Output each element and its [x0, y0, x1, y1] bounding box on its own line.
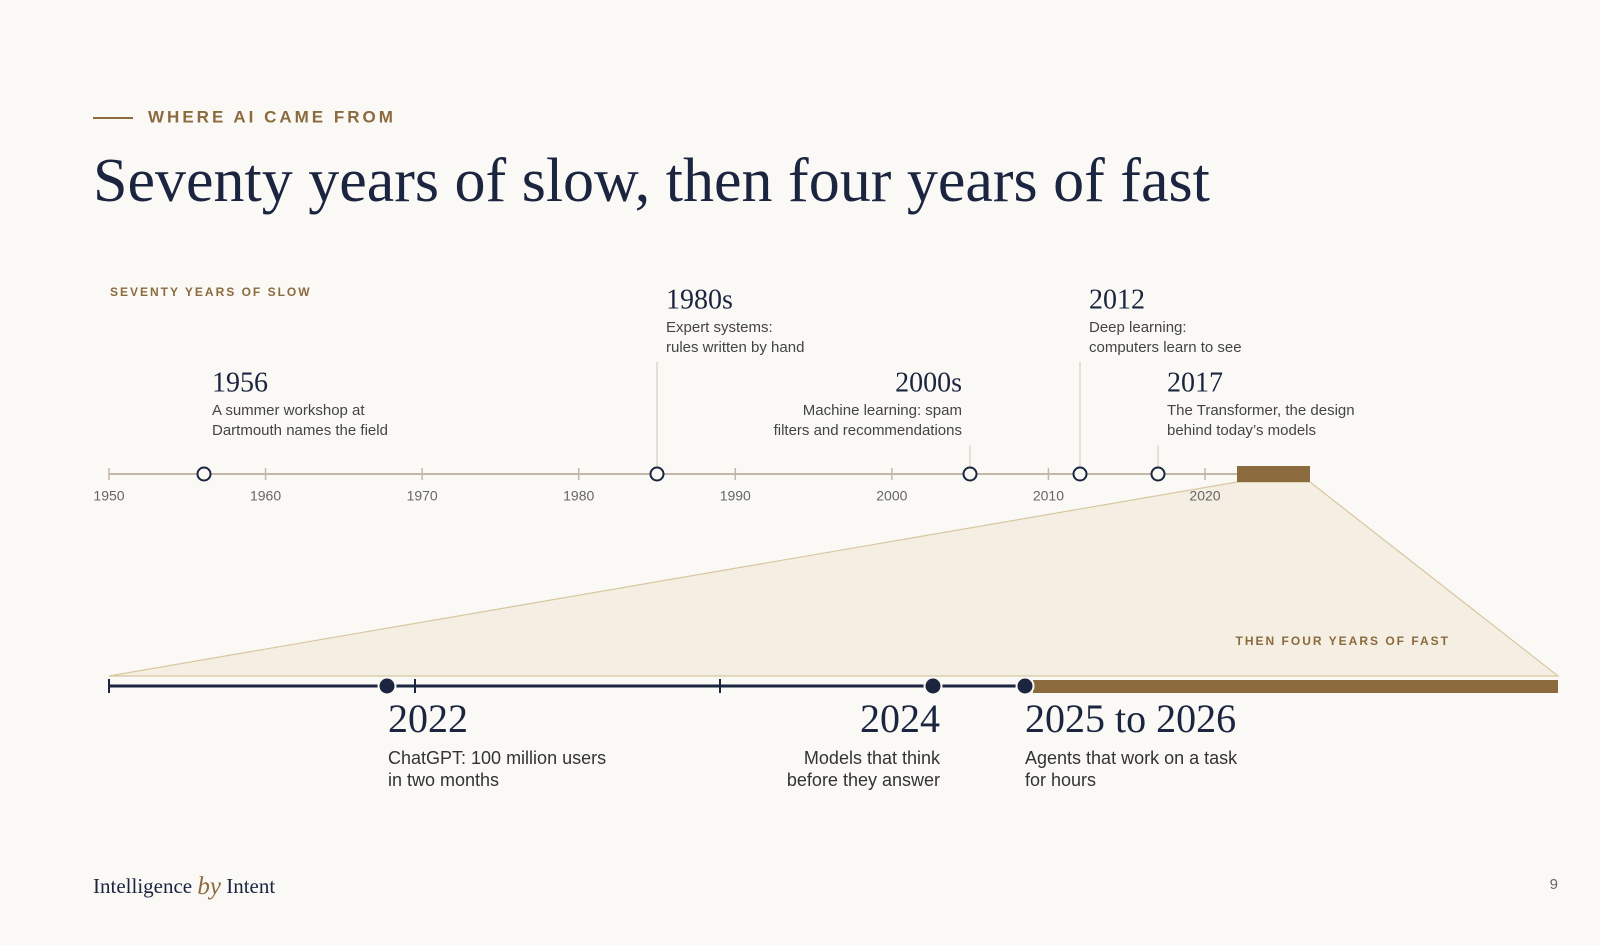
eyebrow: WHERE AI CAME FROM — [148, 107, 396, 126]
axis-tick-label: 1950 — [93, 488, 124, 504]
event-marker — [196, 466, 212, 482]
event-desc: in two months — [388, 770, 499, 790]
title: Seventy years of slow, then four years o… — [93, 147, 1210, 215]
event-desc: Expert systems: — [666, 319, 773, 336]
event-desc: Agents that work on a task — [1025, 748, 1238, 768]
event-desc: rules written by hand — [666, 339, 804, 356]
event-desc: computers learn to see — [1089, 339, 1242, 356]
event-marker — [1072, 466, 1088, 482]
brand-word: Intelligence — [93, 874, 192, 898]
axis-tick-label: 1960 — [250, 488, 281, 504]
event-year: 2012 — [1089, 284, 1145, 315]
event-year: 2000s — [895, 367, 962, 398]
brand-by: by — [197, 873, 222, 900]
event-desc: The Transformer, the design — [1167, 402, 1355, 419]
brand: Intelligence by Intent — [93, 873, 275, 900]
event-year: 1956 — [212, 367, 268, 398]
fast-span — [1237, 466, 1310, 482]
axis-tick-label: 1970 — [407, 488, 438, 504]
event-year: 2025 to 2026 — [1025, 696, 1236, 741]
event-desc: Models that think — [804, 748, 941, 768]
event-desc: Deep learning: — [1089, 319, 1187, 336]
event-year: 1980s — [666, 284, 733, 315]
brand-word: Intent — [226, 874, 275, 898]
fast-label: THEN FOUR YEARS OF FAST — [1236, 634, 1450, 648]
event-desc: A summer workshop at — [212, 402, 365, 419]
axis-tick-label: 1980 — [563, 488, 594, 504]
slow-label: SEVENTY YEARS OF SLOW — [110, 285, 312, 299]
event-desc: Dartmouth names the field — [212, 422, 388, 439]
event-year: 2024 — [860, 696, 940, 741]
event-marker — [377, 676, 397, 696]
event-desc: for hours — [1025, 770, 1096, 790]
event-desc: filters and recommendations — [774, 422, 962, 439]
event-marker — [923, 676, 943, 696]
page-number: 9 — [1550, 876, 1558, 893]
event-desc: Machine learning: spam — [803, 402, 962, 419]
event-desc: behind today’s models — [1167, 422, 1316, 439]
axis-tick-label: 2020 — [1189, 488, 1220, 504]
event-marker — [1150, 466, 1166, 482]
event-year: 2017 — [1167, 367, 1223, 398]
axis-tick-label: 2000 — [876, 488, 907, 504]
axis-tick-label: 1990 — [720, 488, 751, 504]
event-marker — [1015, 676, 1035, 696]
axis-tick-label: 2010 — [1033, 488, 1064, 504]
event-marker — [649, 466, 665, 482]
event-desc: ChatGPT: 100 million users — [388, 748, 606, 768]
event-year: 2022 — [388, 696, 468, 741]
fast-bar — [1033, 680, 1558, 693]
event-marker — [962, 466, 978, 482]
event-desc: before they answer — [787, 770, 940, 790]
